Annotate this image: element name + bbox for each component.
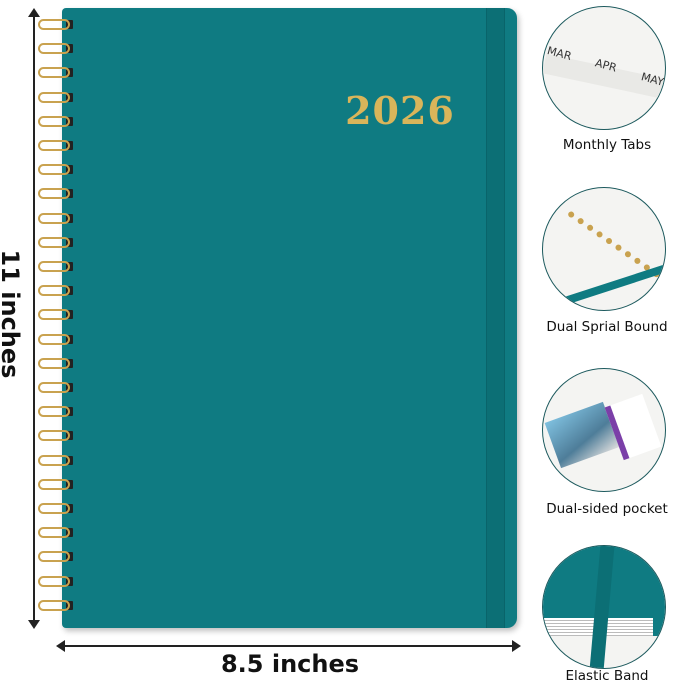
spiral-ring xyxy=(38,527,70,539)
spiral-ring xyxy=(38,67,70,79)
pocket-image xyxy=(542,368,666,492)
spiral-ring xyxy=(38,503,70,514)
spiral-ring xyxy=(38,140,70,151)
monthly-tabs-image: MAR APR MAY xyxy=(542,6,666,130)
spiral-ring xyxy=(38,212,70,224)
spiral-ring xyxy=(38,19,70,30)
cover-year: 2026 xyxy=(345,88,455,133)
spiral-ring xyxy=(38,575,70,587)
spiral-ring xyxy=(38,382,70,393)
width-dimension-line xyxy=(62,645,514,647)
spiral-ring xyxy=(38,406,70,418)
spiral-ring xyxy=(38,599,70,611)
feature-label-spiral: Dual Sprial Bound xyxy=(546,319,668,335)
width-label: 8.5 inches xyxy=(220,650,360,678)
spiral-ring xyxy=(38,309,70,321)
height-label: 11 inches xyxy=(0,249,24,379)
spiral-ring xyxy=(38,478,70,490)
feature-label-tabs: Monthly Tabs xyxy=(562,137,652,153)
spiral-ring xyxy=(38,43,70,55)
spiral-ring xyxy=(38,551,70,563)
elastic-band-image xyxy=(542,545,666,669)
arrow-left-icon xyxy=(56,640,65,652)
spiral-ring xyxy=(38,357,70,369)
spiral-ring xyxy=(38,91,70,103)
spiral-ring xyxy=(38,333,70,345)
arrow-up-icon xyxy=(28,8,40,17)
spiral-ring xyxy=(38,285,70,297)
height-dimension-line xyxy=(33,14,35,624)
arrow-right-icon xyxy=(512,640,521,652)
spiral-bound-image xyxy=(542,187,666,311)
spiral-ring xyxy=(38,454,70,466)
spiral-ring xyxy=(38,430,70,442)
planner-cover xyxy=(62,8,517,628)
elastic-band xyxy=(486,8,505,628)
spiral-ring xyxy=(38,261,70,272)
spiral-ring xyxy=(38,236,70,248)
spiral-ring xyxy=(38,115,70,127)
spiral-ring xyxy=(38,188,70,200)
feature-label-band: Elastic Band xyxy=(565,668,649,684)
spiral-ring xyxy=(38,164,70,176)
feature-label-pocket: Dual-sided pocket xyxy=(546,501,668,517)
arrow-down-icon xyxy=(28,620,40,629)
